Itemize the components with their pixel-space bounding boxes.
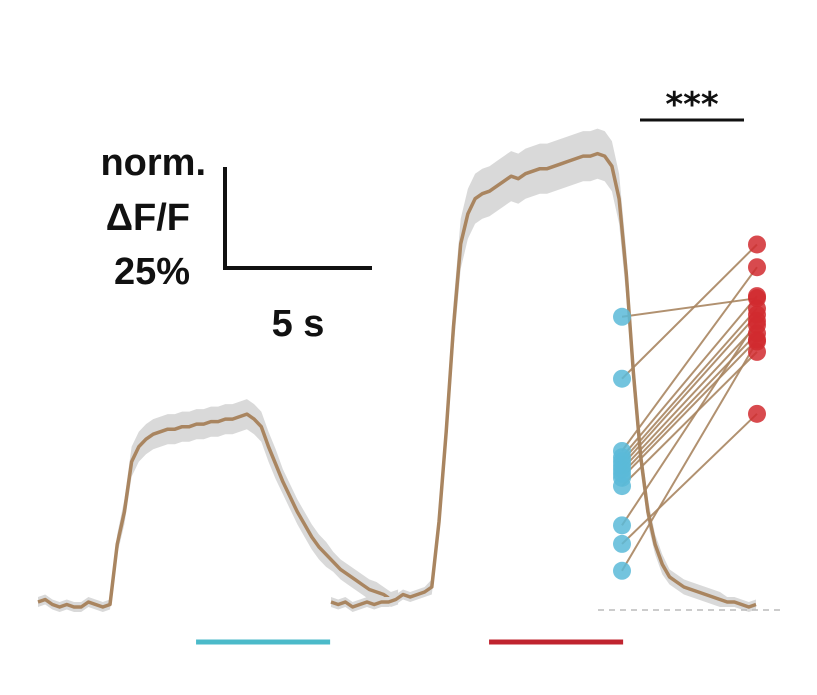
data-point-condition-1 [613,534,631,553]
pair-line [621,243,758,380]
paired-comparison-panel [598,235,780,611]
significance-annotation: *** [640,85,744,125]
scale-bar-y-label-line-3: 25% [114,251,190,293]
mean-trace-2 [330,151,757,609]
scale-bar-x-label: 5 s [272,303,325,345]
data-point-condition-2 [748,235,766,254]
pair-line [621,351,758,487]
sem-band-1 [38,399,399,612]
pair-line [621,338,758,479]
data-point-condition-1 [613,369,631,388]
sem-band-2 [331,128,756,612]
pair-line [621,266,758,452]
significance-stars: *** [665,85,719,125]
scale-bar-y-label-line-1: norm. [100,142,206,184]
data-point-condition-2 [748,258,766,277]
mean-trace-1 [37,412,399,609]
data-point-condition-1 [613,307,631,326]
scale-bar-y-label-line-2: ΔF/F [106,197,190,239]
data-point-condition-2 [748,404,766,423]
data-point-condition-1 [613,516,631,535]
data-point-condition-2 [748,311,766,330]
pair-line [621,320,758,526]
pair-line [621,341,758,572]
data-point-condition-1 [613,561,631,580]
trace-panel-strong-stimulus [330,128,757,645]
trace-panel-weak-stimulus [37,399,399,645]
scale-bar: norm. ΔF/F 25% 5 s [100,142,372,345]
data-point-condition-2 [748,287,766,306]
pair-line [621,332,758,475]
data-point-condition-1 [613,477,631,496]
pair-line [621,307,758,462]
pair-line [621,324,758,471]
pair-line [621,314,758,467]
pair-line [621,295,758,458]
pair-line [621,413,758,545]
pair-line [621,297,758,318]
scale-bar-lines [223,167,372,270]
data-point-condition-2 [748,332,766,351]
